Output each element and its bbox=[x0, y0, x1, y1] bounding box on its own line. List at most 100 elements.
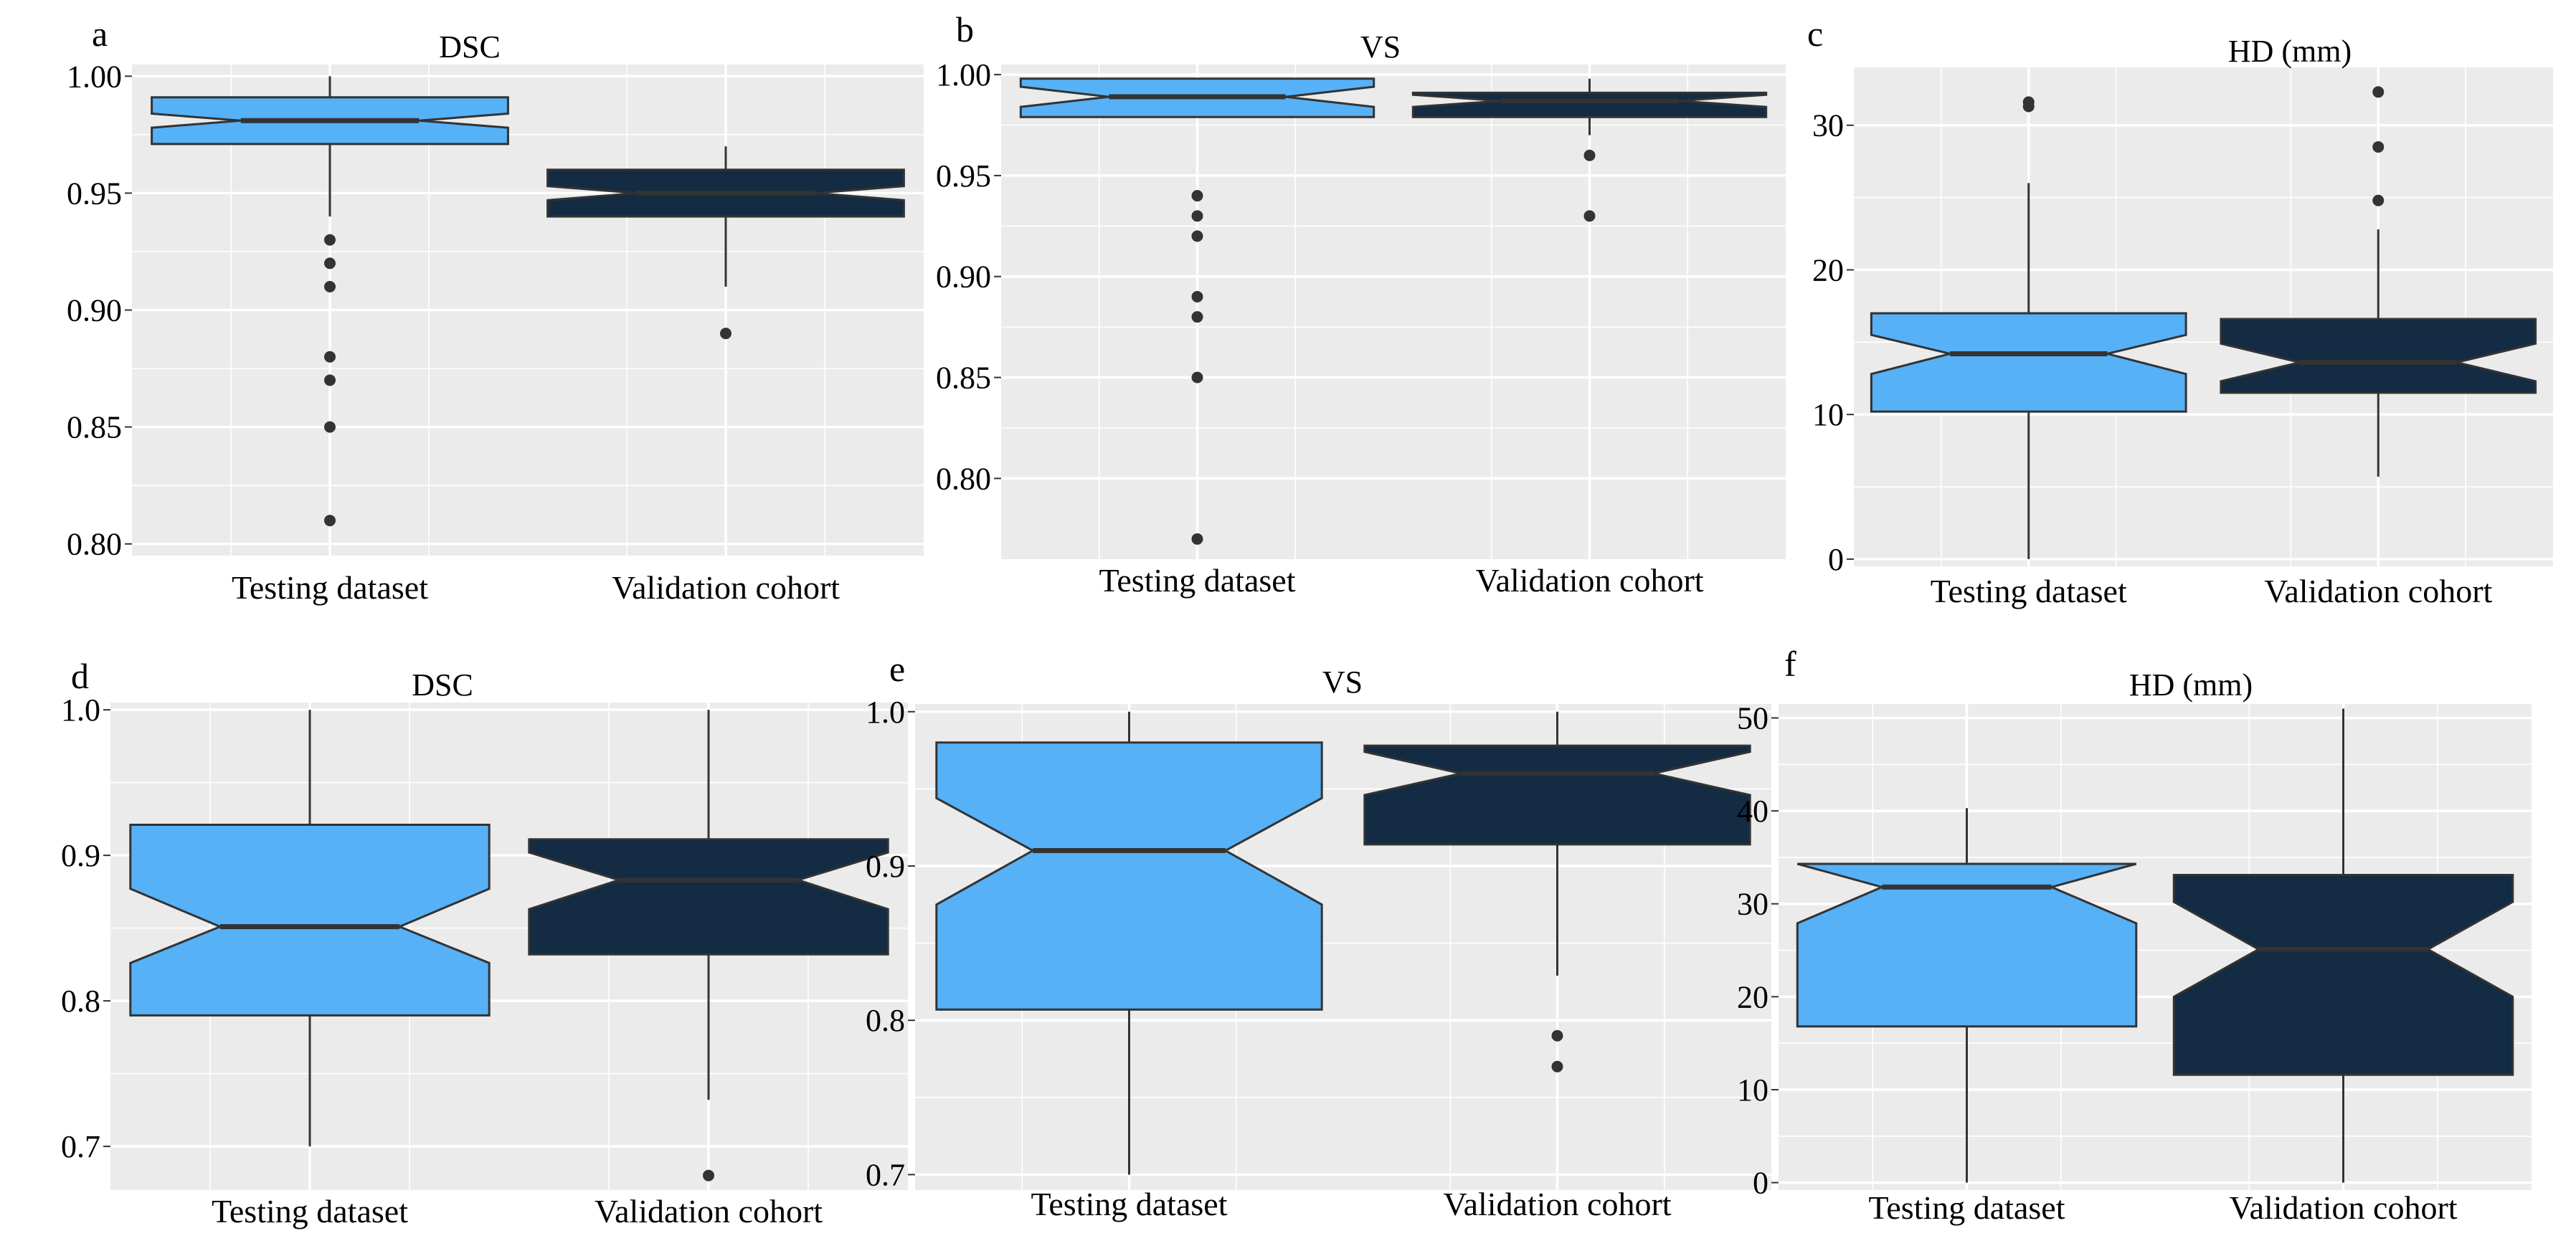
y-tick-label: 1.0 bbox=[866, 695, 905, 730]
y-tick-label: 0.8 bbox=[866, 1003, 905, 1038]
y-tick-label: 1.00 bbox=[936, 57, 991, 92]
y-tick-label: 0.90 bbox=[67, 293, 122, 328]
panel-title: HD (mm) bbox=[2129, 667, 2253, 703]
y-tick-label: 50 bbox=[1737, 700, 1768, 736]
x-category-label: Validation cohort bbox=[595, 1193, 823, 1229]
panel-title: DSC bbox=[412, 667, 473, 703]
y-tick-label: 0.95 bbox=[936, 158, 991, 194]
panel-letter: d bbox=[71, 656, 89, 696]
outlier-point bbox=[324, 257, 336, 270]
panel-letter: e bbox=[889, 649, 905, 689]
y-tick-label: 0.9 bbox=[61, 838, 100, 873]
box-testing bbox=[151, 76, 509, 527]
outlier-point bbox=[324, 374, 336, 386]
box-testing bbox=[935, 711, 1323, 1175]
y-tick-label: 0 bbox=[1753, 1166, 1768, 1201]
outlier-point bbox=[324, 351, 336, 363]
y-tick-label: 0.85 bbox=[936, 361, 991, 396]
outlier-point bbox=[1583, 210, 1596, 222]
outlier-point bbox=[1191, 290, 1203, 303]
box-validation bbox=[528, 710, 889, 1181]
outlier-point bbox=[2022, 96, 2035, 108]
outlier-point bbox=[1551, 1060, 1563, 1072]
box-body bbox=[129, 824, 491, 1017]
box-body bbox=[2172, 874, 2514, 1076]
outlier-point bbox=[324, 234, 336, 246]
box-body bbox=[1363, 744, 1751, 846]
x-category-label: Validation cohort bbox=[2264, 573, 2492, 609]
box-body bbox=[2220, 318, 2537, 394]
box-validation bbox=[546, 146, 905, 340]
outlier-point bbox=[703, 1169, 714, 1181]
outlier-point bbox=[2372, 141, 2385, 153]
outlier-point bbox=[1191, 230, 1203, 242]
outlier-point bbox=[1583, 149, 1596, 161]
y-tick-label: 1.0 bbox=[61, 693, 100, 728]
outlier-point bbox=[1191, 210, 1203, 222]
y-tick-label: 1.00 bbox=[67, 59, 122, 94]
outlier-point bbox=[1191, 190, 1203, 202]
outlier-point bbox=[1191, 533, 1203, 545]
box-body bbox=[528, 838, 889, 956]
outlier-point bbox=[720, 328, 731, 340]
outlier-point bbox=[1191, 371, 1203, 384]
x-category-label: Testing dataset bbox=[232, 569, 428, 606]
x-category-label: Testing dataset bbox=[1931, 573, 2127, 609]
x-category-label: Testing dataset bbox=[1031, 1186, 1228, 1222]
y-tick-label: 0.95 bbox=[67, 176, 122, 211]
y-tick-label: 40 bbox=[1737, 794, 1768, 829]
box-body bbox=[1870, 312, 2187, 413]
x-category-label: Validation cohort bbox=[2229, 1189, 2457, 1226]
box-validation bbox=[1363, 711, 1751, 1072]
y-tick-label: 0.80 bbox=[67, 527, 122, 562]
y-tick-label: 0.80 bbox=[936, 461, 991, 496]
panel-background bbox=[1001, 65, 1786, 559]
panel-letter: a bbox=[92, 14, 108, 54]
box-validation bbox=[2172, 708, 2514, 1183]
x-category-label: Validation cohort bbox=[1443, 1186, 1671, 1222]
outlier-point bbox=[2372, 86, 2385, 98]
boxplot-panel-a: 0.80 0.85 0.90 0.95 1.00 Testing dataset Valid… bbox=[67, 14, 924, 606]
box-body bbox=[1796, 862, 2138, 1028]
panel-letter: c bbox=[1807, 14, 1823, 54]
y-tick-label: 0.85 bbox=[67, 410, 122, 445]
boxplot-panel-f: 0 10 20 30 40 50 Testing dataset Validation coh… bbox=[1737, 644, 2532, 1226]
x-category-label: Validation cohort bbox=[612, 569, 840, 606]
y-tick-label: 20 bbox=[1812, 252, 1844, 287]
y-tick-label: 0 bbox=[1828, 542, 1844, 577]
x-category-label: Validation cohort bbox=[1475, 562, 1703, 599]
outlier-point bbox=[1191, 311, 1203, 323]
outlier-point bbox=[324, 421, 336, 433]
box-validation bbox=[2220, 86, 2537, 477]
outlier-point bbox=[324, 515, 336, 527]
box-testing bbox=[1019, 77, 1375, 545]
boxplot-panel-c: 0 10 20 30 Testing dataset Validation cohort H… bbox=[1807, 14, 2553, 609]
panel-title: VS bbox=[1360, 29, 1401, 65]
y-tick-label: 10 bbox=[1737, 1072, 1768, 1108]
y-tick-label: 30 bbox=[1812, 108, 1844, 143]
y-tick-label: 0.7 bbox=[61, 1129, 100, 1164]
box-testing bbox=[1796, 808, 2138, 1183]
panel-title: HD (mm) bbox=[2228, 34, 2352, 69]
y-tick-label: 0.8 bbox=[61, 984, 100, 1019]
y-tick-label: 0.9 bbox=[866, 849, 905, 884]
x-category-label: Testing dataset bbox=[1099, 562, 1296, 599]
box-body bbox=[1411, 91, 1768, 118]
boxplot-panel-e: 0.7 0.8 0.9 1.0 Testing dataset Validation co… bbox=[866, 649, 1771, 1222]
outlier-point bbox=[1551, 1029, 1563, 1042]
x-category-label: Testing dataset bbox=[212, 1193, 408, 1229]
y-tick-label: 0.90 bbox=[936, 260, 991, 295]
y-tick-label: 0.7 bbox=[866, 1157, 905, 1192]
outlier-point bbox=[2372, 194, 2385, 206]
box-body bbox=[935, 741, 1323, 1011]
y-tick-label: 20 bbox=[1737, 979, 1768, 1014]
y-tick-label: 30 bbox=[1737, 887, 1768, 922]
boxplot-panel-b: 0.80 0.85 0.90 0.95 1.00 Testing dataset Valid… bbox=[936, 9, 1786, 599]
x-category-label: Testing dataset bbox=[1869, 1189, 2065, 1226]
box-testing bbox=[1870, 96, 2187, 559]
y-tick-label: 10 bbox=[1812, 397, 1844, 432]
box-testing bbox=[129, 710, 491, 1147]
box-validation bbox=[1411, 78, 1768, 222]
panel-letter: b bbox=[956, 9, 974, 49]
